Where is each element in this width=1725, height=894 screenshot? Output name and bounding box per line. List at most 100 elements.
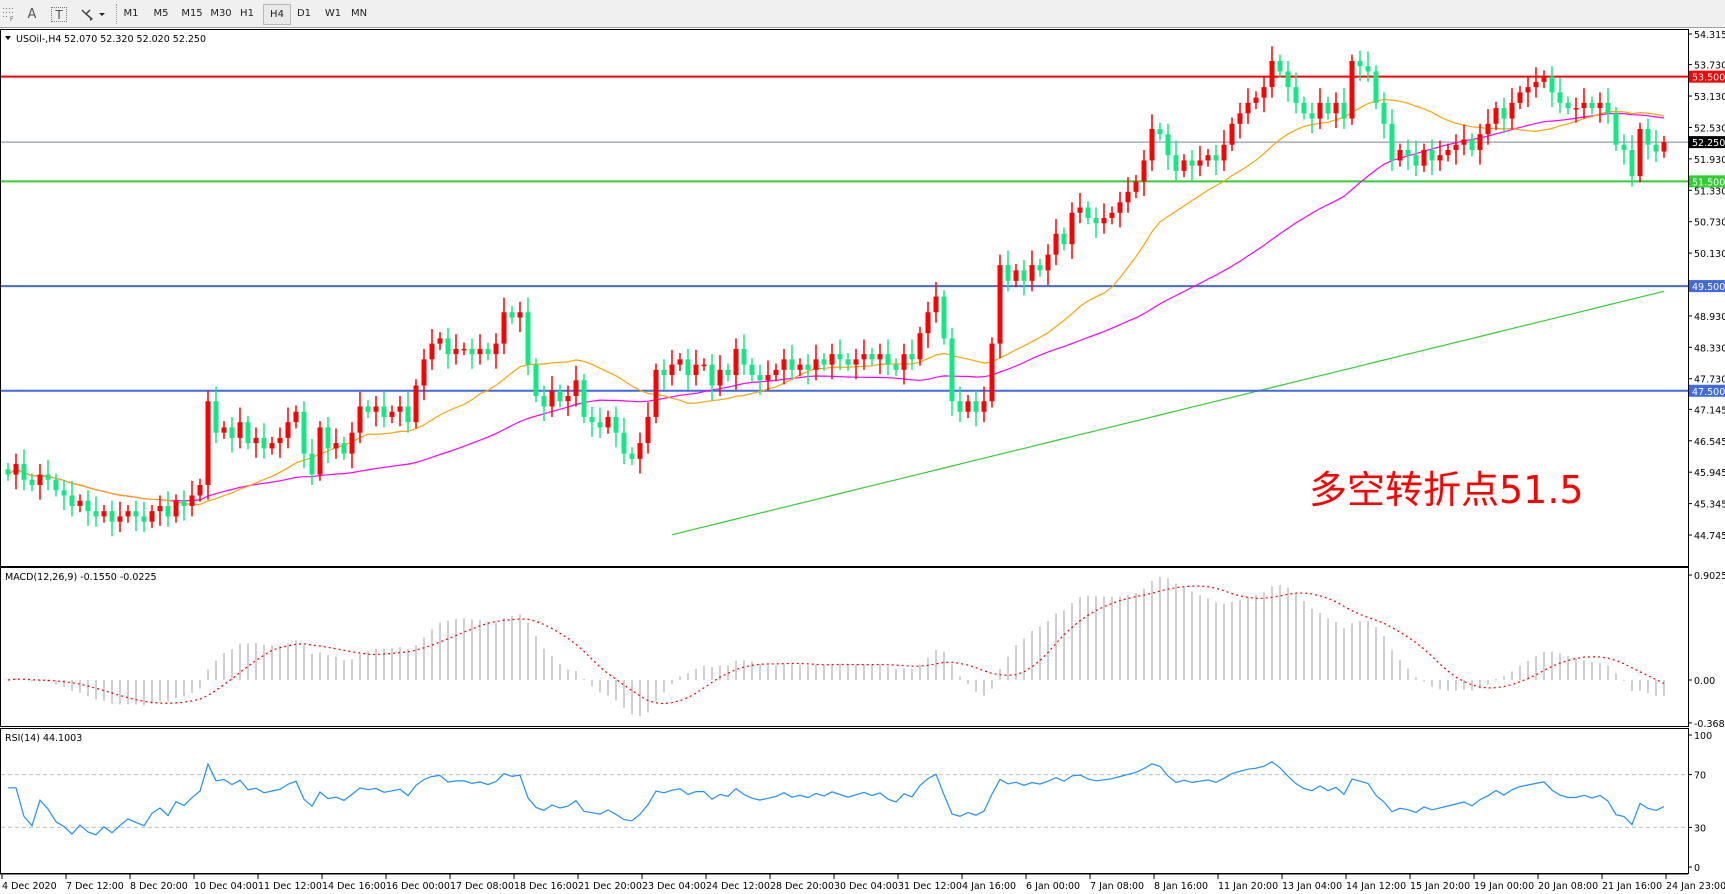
arrows-tool-icon[interactable]: [80, 4, 108, 24]
candle: [677, 353, 683, 371]
candle: [717, 355, 723, 397]
candle-body: [1565, 102, 1571, 109]
candle-body: [669, 364, 675, 376]
candle: [1165, 123, 1171, 170]
candle-body: [853, 359, 859, 365]
candle: [1125, 177, 1131, 213]
timeframe-h1-button[interactable]: H1: [240, 8, 254, 19]
candle-body: [1229, 123, 1235, 145]
candle: [101, 504, 107, 523]
candle-body: [621, 432, 627, 454]
candle-body: [765, 375, 771, 381]
time-tick-label: 31 Dec 12:00: [898, 881, 962, 892]
candle-body: [885, 354, 891, 365]
candle: [1653, 130, 1659, 162]
candle-body: [1549, 76, 1555, 93]
candle-body: [1261, 87, 1267, 98]
candle-body: [605, 416, 611, 428]
candle: [389, 405, 395, 424]
candle-body: [773, 369, 779, 376]
candle-body: [1629, 149, 1635, 177]
candle-body: [893, 364, 899, 370]
candle: [1421, 143, 1427, 172]
rsi-panel: [0, 728, 1689, 874]
candle-body: [1277, 60, 1283, 72]
candle: [29, 473, 35, 492]
candle: [85, 490, 91, 526]
time-tick-label: 11 Jan 20:00: [1218, 881, 1278, 892]
timeframe-d1-button[interactable]: D1: [296, 8, 312, 19]
timeframe-m1-button[interactable]: M1: [123, 8, 139, 19]
candle: [669, 349, 675, 386]
candle-body: [141, 516, 147, 522]
timeframe-mn-button[interactable]: MN: [350, 8, 368, 19]
candle: [365, 400, 371, 418]
rsi-tick-label: 0: [1694, 863, 1700, 874]
candle: [1621, 134, 1627, 165]
candle-body: [485, 348, 491, 355]
candle: [1061, 227, 1067, 251]
candle: [413, 379, 419, 429]
timeframe-m15-button[interactable]: M15: [181, 8, 203, 19]
candle-body: [925, 312, 931, 334]
candle-body: [269, 443, 275, 449]
candle: [1197, 145, 1203, 177]
time-tick-label: 20 Jan 08:00: [1538, 881, 1598, 892]
candle: [1117, 191, 1123, 228]
candle-body: [1053, 233, 1059, 255]
candle-body: [1149, 129, 1155, 161]
period-separator-icon[interactable]: F: [2, 4, 16, 24]
candle-body: [1645, 129, 1651, 145]
candle-body: [533, 364, 539, 397]
candle: [421, 348, 427, 401]
candle: [749, 358, 755, 382]
rsi-tick-label: 70: [1694, 771, 1706, 782]
candle-body: [1653, 144, 1659, 152]
time-tick-label: 6 Jan 00:00: [1026, 881, 1080, 892]
candle: [637, 432, 643, 474]
candle-body: [1381, 102, 1387, 124]
candle-body: [1245, 102, 1251, 114]
candle: [709, 354, 715, 401]
candle-body: [1285, 71, 1291, 88]
candle-body: [1045, 254, 1051, 271]
candle-body: [157, 505, 163, 512]
text-tool[interactable]: A: [27, 6, 37, 22]
text-label-tool[interactable]: T: [51, 7, 67, 22]
price-tick-label: 44.745: [1694, 531, 1725, 542]
timeframe-m5-button[interactable]: M5: [153, 8, 169, 19]
candle-body: [597, 422, 603, 428]
candle-body: [861, 354, 867, 360]
candle: [733, 338, 739, 390]
timeframe-h4-button[interactable]: H4: [263, 4, 291, 25]
candle-body: [1221, 144, 1227, 161]
time-tick-label: 8 Jan 16:00: [1154, 881, 1208, 892]
candle-body: [709, 364, 715, 386]
timeframe-w1-button[interactable]: W1: [324, 8, 342, 19]
candle-body: [1213, 155, 1219, 161]
candle-body: [1365, 66, 1371, 72]
candle: [989, 337, 995, 408]
candle: [301, 401, 307, 469]
candle-body: [1525, 87, 1531, 93]
price-tick-label: 53.130: [1694, 92, 1725, 103]
candle: [1373, 65, 1379, 110]
price-tick-label: 46.545: [1694, 437, 1725, 448]
ma-mid-line: [7, 112, 1665, 502]
candle-body: [797, 364, 803, 370]
time-tick-label: 24 Jan 23:00: [1666, 881, 1725, 892]
time-tick-label: 13 Jan 04:00: [1282, 881, 1342, 892]
candle-body: [469, 348, 475, 355]
candle-body: [253, 437, 259, 444]
candle-body: [757, 375, 763, 381]
candle-body: [997, 265, 1003, 344]
candle: [117, 501, 123, 533]
candle: [1565, 96, 1571, 115]
candle-body: [437, 338, 443, 344]
candle-body: [277, 437, 283, 444]
candle-body: [1085, 207, 1091, 219]
candle: [1261, 76, 1267, 113]
timeframe-m30-button[interactable]: M30: [210, 8, 232, 19]
rsi-label: RSI(14) 44.1003: [5, 733, 82, 744]
